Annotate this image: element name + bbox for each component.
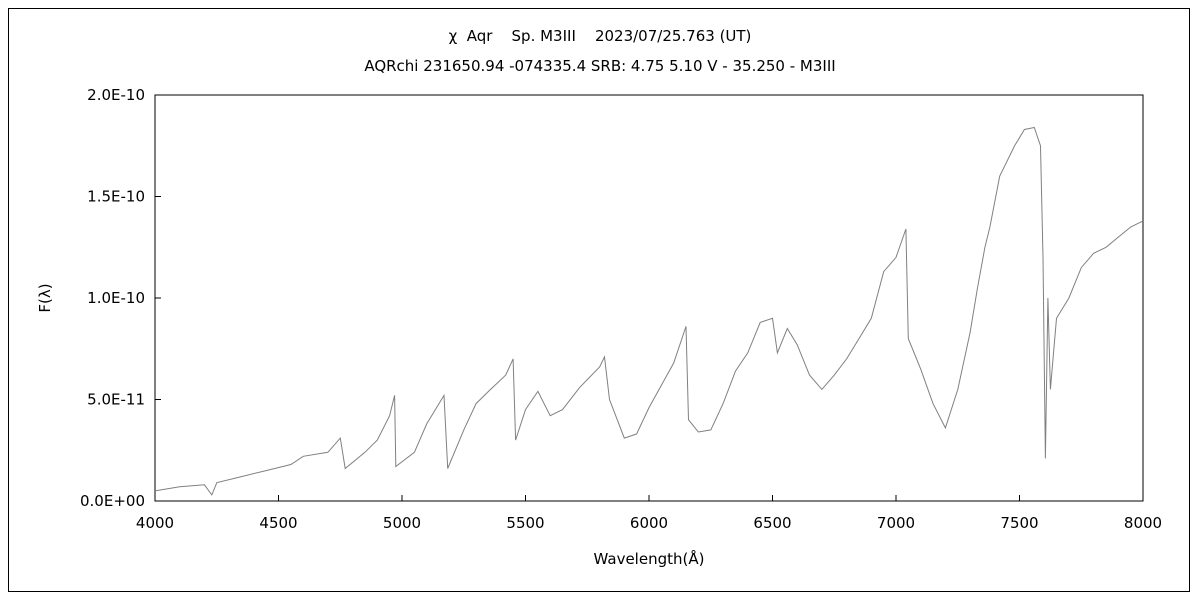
y-tick-label: 1.0E-10 [87,289,145,307]
x-tick-label: 7000 [877,514,915,532]
x-tick-label: 8000 [1124,514,1162,532]
x-tick-label: 6500 [753,514,791,532]
chart-subtitle: AQRchi 231650.94 -074335.4 SRB: 4.75 5.1… [364,57,836,75]
y-tick-label: 1.5E-10 [87,188,145,206]
spectrum-line [154,126,1144,496]
x-tick-label: 4000 [136,514,174,532]
plot-area [154,94,1144,502]
x-tick-label: 4500 [259,514,297,532]
x-tick-label: 5000 [383,514,421,532]
chart-title: χ Aqr Sp. M3III 2023/07/25.763 (UT) [448,27,752,45]
x-axis-label: Wavelength(Å) [594,549,705,568]
y-tick-label: 0.0E+00 [80,492,145,510]
x-tick-label: 7500 [1000,514,1038,532]
y-tick-label: 2.0E-10 [87,86,145,104]
x-tick-label: 5500 [506,514,544,532]
y-axis-label: F(λ) [36,283,54,312]
x-tick-label: 6000 [630,514,668,532]
y-tick-label: 5.0E-11 [87,391,145,409]
chart-frame [8,8,1190,592]
